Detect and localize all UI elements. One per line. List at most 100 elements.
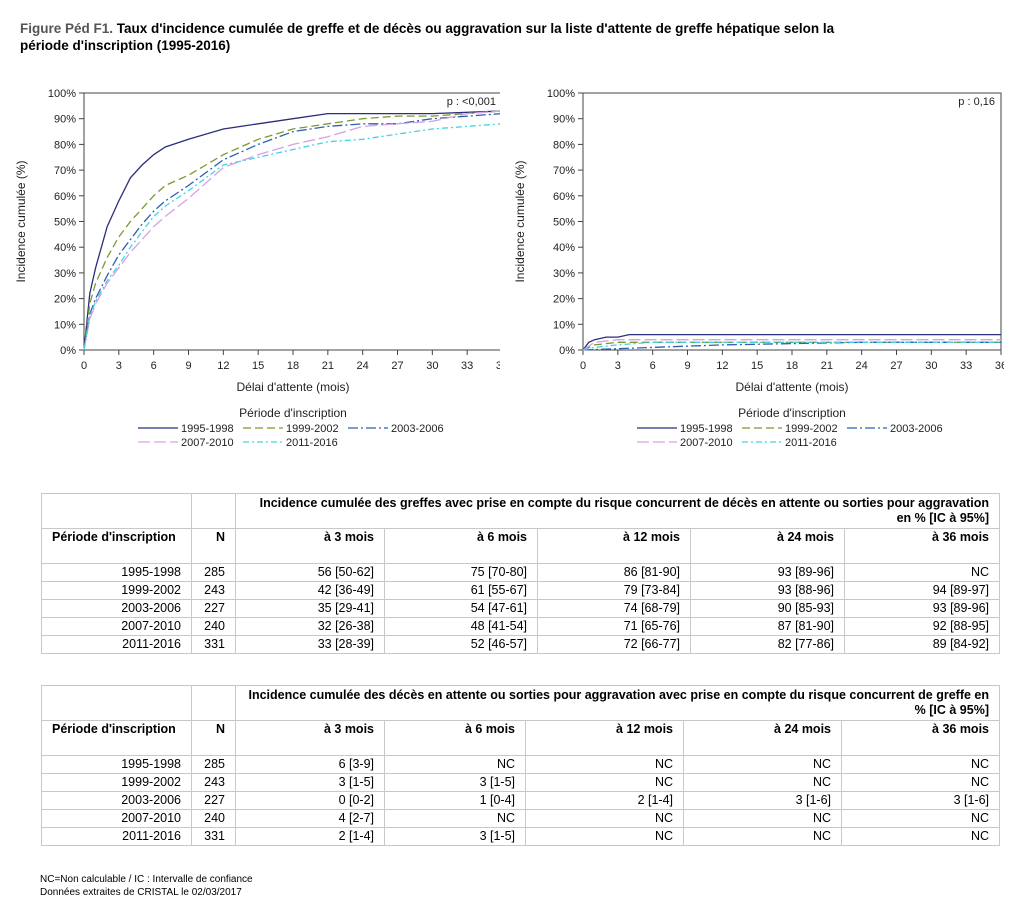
series-line-1999-2002 (83, 110, 500, 351)
period-cell: 2011-2016 (41, 827, 192, 846)
value-cell: NC (683, 827, 842, 846)
y-tick-label: 60% (553, 191, 575, 203)
y-tick-label: 100% (547, 88, 575, 100)
value-cell: 90 [85-93] (690, 599, 845, 618)
table1-header-36m: à 36 mois (844, 528, 1000, 564)
value-cell: 3 [1-5] (384, 773, 526, 792)
table-row: 2007-2010 240 32 [26-38] 48 [41-54] 71 [… (41, 617, 1000, 636)
legend-label: 1995-1998 (680, 423, 733, 435)
y-tick-label: 60% (54, 191, 76, 203)
n-cell: 331 (191, 827, 236, 846)
table2-header-row: Période d'inscription N à 3 mois à 6 moi… (41, 720, 1000, 756)
table2-corner (41, 685, 192, 721)
n-cell: 285 (191, 563, 236, 582)
x-tick-label: 18 (786, 360, 798, 372)
legend-label: 1995-1998 (181, 423, 234, 435)
value-cell: 94 [89-97] (844, 581, 1000, 600)
y-tick-label: 20% (553, 294, 575, 306)
n-cell: 227 (191, 599, 236, 618)
value-cell: 93 [89-96] (690, 563, 845, 582)
footnote-source: Données extraites de CRISTAL le 02/03/20… (40, 887, 242, 898)
table2-header-24m: à 24 mois (683, 720, 842, 756)
value-cell: 61 [55-67] (384, 581, 538, 600)
value-cell: 3 [1-6] (841, 791, 1000, 810)
death-incidence-table: Incidence cumulée des décès en attente o… (41, 685, 1000, 846)
table1-title: Incidence cumulée des greffes avec prise… (235, 493, 1000, 529)
period-cell: 2003-2006 (41, 599, 192, 618)
value-cell: 87 [81-90] (690, 617, 845, 636)
value-cell: 93 [89-96] (844, 599, 1000, 618)
legend-label: 2003-2006 (890, 423, 943, 435)
x-tick-label: 33 (960, 360, 972, 372)
value-cell: 93 [88-96] (690, 581, 845, 600)
value-cell: 71 [65-76] (537, 617, 691, 636)
period-cell: 1999-2002 (41, 773, 192, 792)
legend-label: 2003-2006 (391, 423, 444, 435)
value-cell: NC (525, 809, 684, 828)
series-line-1999-2002 (582, 341, 1001, 351)
series-line-1995-1998 (83, 110, 500, 351)
period-cell: 2011-2016 (41, 635, 192, 654)
legend-label: 2011-2016 (785, 437, 837, 449)
p-value: p : <0,001 (447, 96, 496, 108)
value-cell: NC (841, 755, 1000, 774)
table-row: 2007-2010 240 4 [2-7] NC NC NC NC (41, 809, 1000, 828)
x-tick-label: 18 (287, 360, 299, 372)
table2-header-12m: à 12 mois (525, 720, 684, 756)
table1-header-row: Période d'inscription N à 3 mois à 6 moi… (41, 528, 1000, 564)
table-row: 1999-2002 243 42 [36-49] 61 [55-67] 79 [… (41, 581, 1000, 600)
table-row: 1995-1998 285 6 [3-9] NC NC NC NC (41, 755, 1000, 774)
x-tick-label: 3 (116, 360, 122, 372)
x-tick-label: 12 (217, 360, 229, 372)
value-cell: 33 [28-39] (235, 635, 385, 654)
table2-header-3m: à 3 mois (235, 720, 385, 756)
period-cell: 1995-1998 (41, 563, 192, 582)
series-line-2011-2016 (582, 341, 1001, 351)
y-tick-label: 80% (54, 139, 76, 151)
x-tick-label: 0 (580, 360, 586, 372)
y-tick-label: 40% (54, 242, 76, 254)
x-tick-label: 3 (615, 360, 621, 372)
series-line-2003-2006 (582, 341, 1001, 351)
table1-corner (41, 493, 192, 529)
value-cell: 52 [46-57] (384, 635, 538, 654)
x-tick-label: 15 (751, 360, 763, 372)
value-cell: NC (683, 809, 842, 828)
value-cell: 54 [47-61] (384, 599, 538, 618)
period-cell: 2007-2010 (41, 617, 192, 636)
y-tick-label: 30% (54, 268, 76, 280)
value-cell: 79 [73-84] (537, 581, 691, 600)
n-cell: 331 (191, 635, 236, 654)
x-tick-label: 9 (684, 360, 690, 372)
value-cell: 2 [1-4] (235, 827, 385, 846)
table1-header-6m: à 6 mois (384, 528, 538, 564)
value-cell: 2 [1-4] (525, 791, 684, 810)
value-cell: NC (844, 563, 1000, 582)
y-tick-label: 100% (48, 88, 76, 100)
x-tick-label: 15 (252, 360, 264, 372)
figure-label: Figure Péd F1. (20, 21, 114, 36)
value-cell: NC (525, 773, 684, 792)
n-cell: 240 (191, 617, 236, 636)
n-cell: 243 (191, 581, 236, 600)
table2-header-period: Période d'inscription (41, 720, 192, 756)
y-tick-label: 50% (553, 217, 575, 229)
y-tick-label: 0% (60, 345, 76, 357)
series-line-2007-2010 (83, 110, 500, 351)
y-axis-title: Incidence cumulée (%) (513, 160, 527, 282)
table1-header-3m: à 3 mois (235, 528, 385, 564)
y-tick-label: 80% (553, 139, 575, 151)
x-tick-label: 6 (151, 360, 157, 372)
x-tick-label: 6 (650, 360, 656, 372)
x-tick-label: 30 (426, 360, 438, 372)
table1-header-n: N (191, 528, 236, 564)
table-row: 2003-2006 227 35 [29-41] 54 [47-61] 74 [… (41, 599, 1000, 618)
period-cell: 2003-2006 (41, 791, 192, 810)
value-cell: NC (525, 827, 684, 846)
value-cell: 75 [70-80] (384, 563, 538, 582)
value-cell: 4 [2-7] (235, 809, 385, 828)
x-tick-label: 36 (995, 360, 1004, 372)
n-cell: 227 (191, 791, 236, 810)
x-axis-title: Délai d'attente (mois) (236, 380, 349, 394)
value-cell: 3 [1-6] (683, 791, 842, 810)
